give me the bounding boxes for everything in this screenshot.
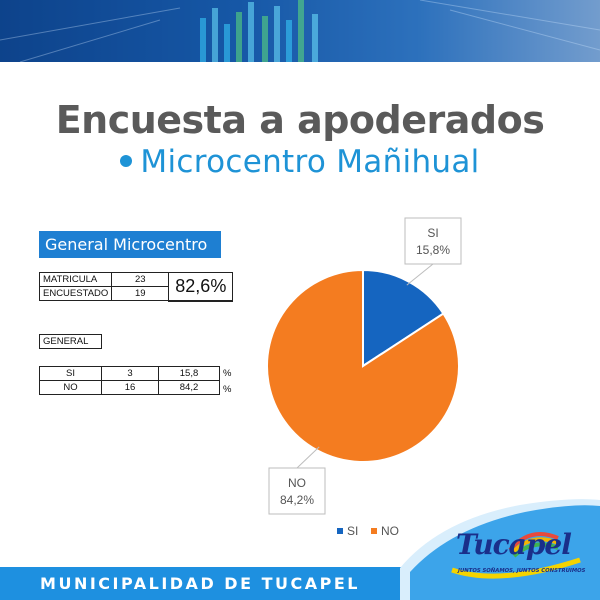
municipality-name: MUNICIPALIDAD DE TUCAPEL <box>40 574 360 593</box>
pie-chart: SI 15,8% NO 84,2% SI NO <box>266 217 462 538</box>
answer-label: SI <box>39 366 102 381</box>
page-subtitle: Microcentro Mañihual <box>0 144 600 180</box>
general-label: GENERAL <box>39 334 102 349</box>
response-rate: 82,6% <box>168 272 234 302</box>
data-label-value: 84,2% <box>280 493 314 507</box>
data-label-no: NO 84,2% <box>268 446 326 515</box>
legend-swatch <box>371 528 377 534</box>
leader-line <box>296 446 320 469</box>
table-row: SI 3 15,8 <box>39 366 220 381</box>
data-label-box <box>268 467 326 515</box>
pie-slice-si <box>362 268 445 368</box>
answer-percent: 15,8 <box>158 366 220 381</box>
pie-slice-no <box>266 268 460 463</box>
answer-count: 3 <box>101 366 159 381</box>
answer-percent: 84,2 <box>158 380 220 395</box>
footer-bar: MUNICIPALIDAD DE TUCAPEL <box>0 567 410 600</box>
data-label-box <box>404 217 462 265</box>
general-microcentro-label: General Microcentro <box>39 231 221 258</box>
general-table-header: GENERAL <box>39 334 102 349</box>
logo-wordmark: Tucapel <box>456 528 572 561</box>
row-value: 19 <box>111 286 170 301</box>
legend-swatch <box>337 528 343 534</box>
row-label: ENCUESTADO <box>38 286 113 301</box>
row-value: 23 <box>111 272 170 287</box>
banner-background-graphic <box>0 0 600 62</box>
bullet-icon <box>120 154 133 167</box>
data-label-value: 15,8% <box>416 243 450 257</box>
data-label-category: SI <box>427 226 438 240</box>
table-row: ENCUESTADO 19 <box>38 286 233 301</box>
page-title: Encuesta a apoderados <box>55 98 545 142</box>
legend-item-no: NO <box>371 524 399 538</box>
percent-unit: % <box>223 384 232 395</box>
answer-label: NO <box>39 380 102 395</box>
table-row: NO 16 84,2 <box>39 380 220 395</box>
data-label-si: SI 15,8% <box>404 217 462 286</box>
answers-table: SI 3 15,8 NO 16 84,2 <box>39 366 220 395</box>
header-banner <box>0 0 600 62</box>
data-label-category: NO <box>288 476 306 490</box>
legend-label: SI <box>347 524 358 538</box>
enrollment-table: MATRICULA 23 82,6% ENCUESTADO 19 <box>38 272 234 302</box>
subtitle-text: Microcentro Mañihual <box>140 144 480 180</box>
leader-line <box>406 263 434 286</box>
percent-unit: % <box>223 368 232 379</box>
tucapel-logo <box>440 520 600 600</box>
logo-tagline: JUNTOS SOÑAMOS, JUNTOS CONSTRUIMOS <box>458 568 586 574</box>
legend-label: NO <box>381 524 399 538</box>
legend-item-si: SI <box>337 524 358 538</box>
answer-count: 16 <box>101 380 159 395</box>
table-row: MATRICULA 23 82,6% <box>38 272 234 302</box>
row-label: MATRICULA <box>38 272 113 287</box>
logo-rainbow-graphic <box>451 532 581 579</box>
